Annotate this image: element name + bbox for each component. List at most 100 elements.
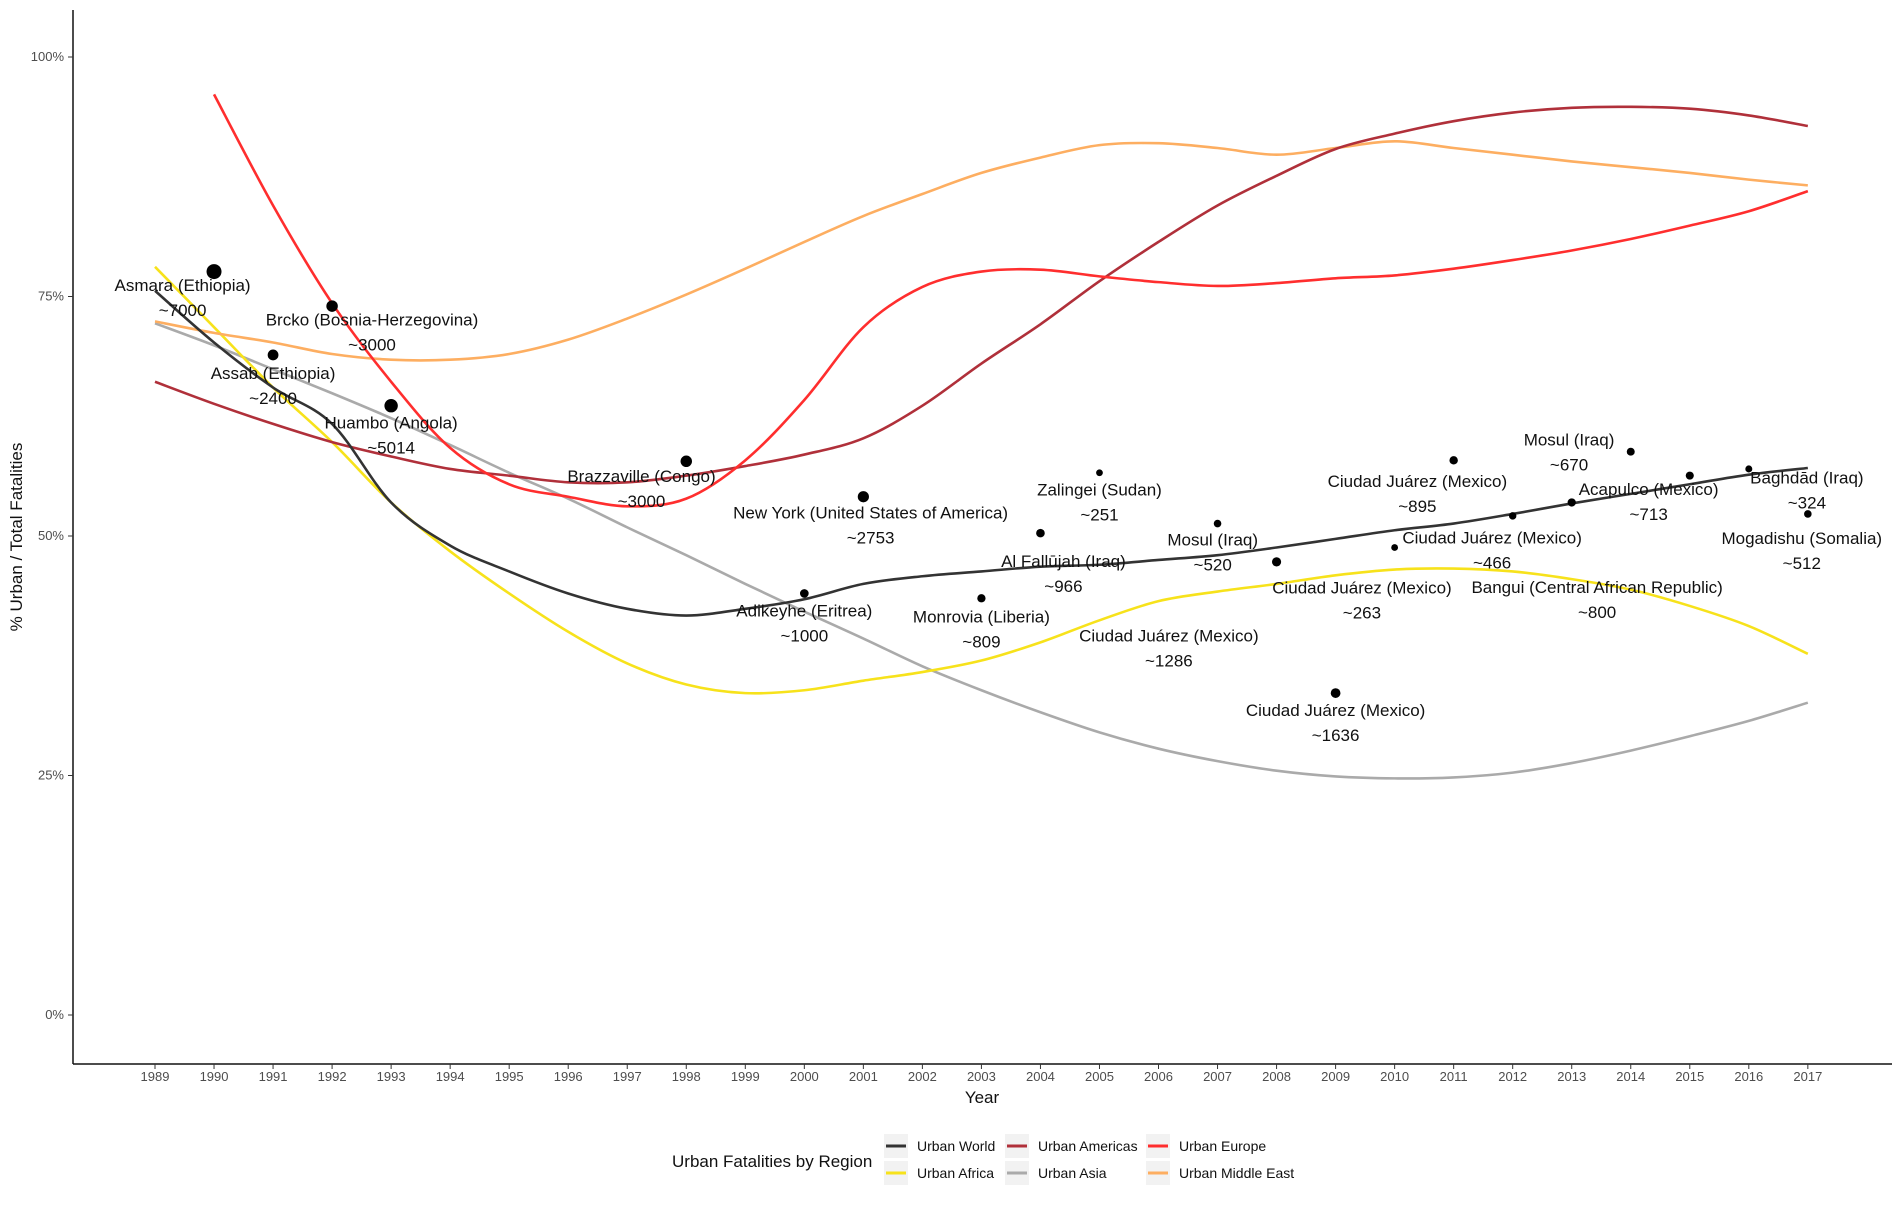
fatalities-label: ~263 xyxy=(1343,603,1381,622)
x-tick-label: 2003 xyxy=(967,1069,996,1084)
city-point xyxy=(1271,557,1282,567)
city-point-group: New York (United States of America) ~2753 xyxy=(733,491,1008,547)
city-point-group: Al Fallūjah (Iraq) ~966 xyxy=(1001,528,1126,596)
legend-title: Urban Fatalities by Region xyxy=(672,1152,872,1171)
city-point xyxy=(1508,512,1517,520)
city-label: Al Fallūjah (Iraq) xyxy=(1001,552,1126,571)
fatalities-label: ~966 xyxy=(1044,577,1082,596)
fatalities-label: ~1636 xyxy=(1312,726,1360,745)
fatalities-label: ~1000 xyxy=(780,626,828,645)
city-point-group: Zalingei (Sudan) ~251 xyxy=(1037,469,1162,525)
city-label: Ciudad Juárez (Mexico) xyxy=(1328,472,1508,491)
city-label: Ciudad Juárez (Mexico) xyxy=(1246,701,1426,720)
y-tick-label: 100% xyxy=(31,49,65,64)
y-ticks: 0% 25% 50% 75% 100% xyxy=(31,49,73,1022)
city-point xyxy=(1449,456,1458,465)
legend-item-urban-europe: Urban Europe xyxy=(1146,1134,1266,1158)
city-point xyxy=(384,399,398,413)
legend-item-urban-africa: Urban Africa xyxy=(884,1161,994,1185)
city-point-group: Monrovia (Liberia) ~809 xyxy=(913,594,1050,651)
series-line-urban-africa xyxy=(154,265,1809,695)
x-tick-label: 2017 xyxy=(1793,1069,1822,1084)
x-tick-label: 1996 xyxy=(554,1069,583,1084)
legend: Urban Fatalities by Region Urban World Ur… xyxy=(672,1134,1294,1185)
x-tick-label: 2004 xyxy=(1026,1069,1055,1084)
city-point-group: Adikeyhe (Eritrea) ~1000 xyxy=(736,589,872,645)
city-point xyxy=(1567,498,1576,507)
y-tick-label: 25% xyxy=(38,768,64,783)
city-point-group: Baghdād (Iraq) ~324 xyxy=(1745,465,1864,512)
x-ticks: 1989 1990 1991 1992 1993 1994 1995 1996 1997 1998… xyxy=(141,1064,1822,1084)
y-tick-label: 50% xyxy=(38,528,64,543)
x-tick-label: 1995 xyxy=(495,1069,524,1084)
city-label: Zalingei (Sudan) xyxy=(1037,481,1162,500)
city-point xyxy=(1391,544,1399,551)
city-point-group: Mosul (Iraq) ~520 xyxy=(1167,519,1258,574)
city-point-group: Bangui (Central African Republic) ~800 xyxy=(1471,498,1723,622)
fatalities-label: ~520 xyxy=(1194,555,1232,574)
city-point-group: Assab (Ethiopia) ~2400 xyxy=(211,349,336,408)
legend-label: Urban Europe xyxy=(1179,1138,1266,1154)
x-tick-label: 1991 xyxy=(259,1069,288,1084)
city-label: Brcko (Bosnia-Herzegovina) xyxy=(266,310,479,329)
x-tick-label: 2009 xyxy=(1321,1069,1350,1084)
city-label: Mosul (Iraq) xyxy=(1167,530,1258,549)
city-point xyxy=(206,264,222,280)
fatalities-label: ~800 xyxy=(1578,603,1616,622)
series-line-urban-world xyxy=(154,289,1808,617)
x-tick-label: 2002 xyxy=(908,1069,937,1084)
city-point xyxy=(1213,519,1222,528)
x-tick-label: 1998 xyxy=(672,1069,701,1084)
legend-label: Urban World xyxy=(917,1138,995,1154)
city-point xyxy=(1685,471,1694,480)
city-point xyxy=(1804,510,1812,518)
city-label: Mosul (Iraq) xyxy=(1524,431,1615,450)
city-point xyxy=(1096,469,1103,477)
city-point xyxy=(267,349,279,361)
legend-item-urban-asia: Urban Asia xyxy=(1005,1161,1107,1185)
x-tick-label: 2007 xyxy=(1203,1069,1232,1084)
x-tick-label: 1990 xyxy=(200,1069,229,1084)
fatalities-label: ~670 xyxy=(1550,456,1588,475)
legend-item-urban-world: Urban World xyxy=(884,1134,995,1158)
x-tick-label: 2001 xyxy=(849,1069,878,1084)
y-tick-label: 75% xyxy=(38,289,64,304)
city-label: Assab (Ethiopia) xyxy=(211,364,336,383)
x-tick-label: 2015 xyxy=(1675,1069,1704,1084)
city-point-group: Ciudad Juárez (Mexico) ~466 xyxy=(1402,512,1582,573)
fatalities-label: ~3000 xyxy=(618,492,666,511)
city-label: Huambo (Angola) xyxy=(324,414,457,433)
x-tick-label: 1999 xyxy=(731,1069,760,1084)
city-point xyxy=(680,455,693,468)
x-tick-label: 1989 xyxy=(141,1069,170,1084)
legend-item-urban-americas: Urban Americas xyxy=(1005,1134,1138,1158)
city-point xyxy=(857,491,869,503)
fatalities-label: ~466 xyxy=(1473,554,1511,573)
city-label: Acapulco (Mexico) xyxy=(1579,480,1719,499)
fatalities-label: ~713 xyxy=(1629,505,1667,524)
city-point xyxy=(977,594,986,603)
legend-label: Urban Asia xyxy=(1038,1165,1107,1181)
city-label: Bangui (Central African Republic) xyxy=(1471,578,1722,597)
city-point-group: Asmara (Ethiopia) ~7000 xyxy=(115,264,251,320)
x-tick-label: 2005 xyxy=(1085,1069,1114,1084)
city-point xyxy=(1745,465,1753,473)
city-point-group: Huambo (Angola) ~5014 xyxy=(324,399,458,458)
x-axis-title: Year xyxy=(965,1088,1000,1107)
x-tick-label: 2012 xyxy=(1498,1069,1527,1084)
legend-label: Urban Middle East xyxy=(1179,1165,1294,1181)
city-label: Brazzaville (Congo) xyxy=(567,467,715,486)
x-tick-label: 2014 xyxy=(1616,1069,1645,1084)
fatalities-label: ~251 xyxy=(1080,506,1118,525)
x-tick-label: 2013 xyxy=(1557,1069,1586,1084)
series-line-urban-middle-east xyxy=(154,140,1808,362)
city-point xyxy=(1330,688,1341,698)
legend-item-urban-middle-east: Urban Middle East xyxy=(1146,1161,1294,1185)
city-label: Monrovia (Liberia) xyxy=(913,607,1050,626)
x-tick-label: 1994 xyxy=(436,1069,465,1084)
city-point-group: Ciudad Juárez (Mexico) ~263 xyxy=(1272,544,1452,622)
fatalities-label: ~324 xyxy=(1788,493,1826,512)
x-tick-label: 1992 xyxy=(318,1069,347,1084)
series-line-urban-asia xyxy=(154,322,1809,780)
